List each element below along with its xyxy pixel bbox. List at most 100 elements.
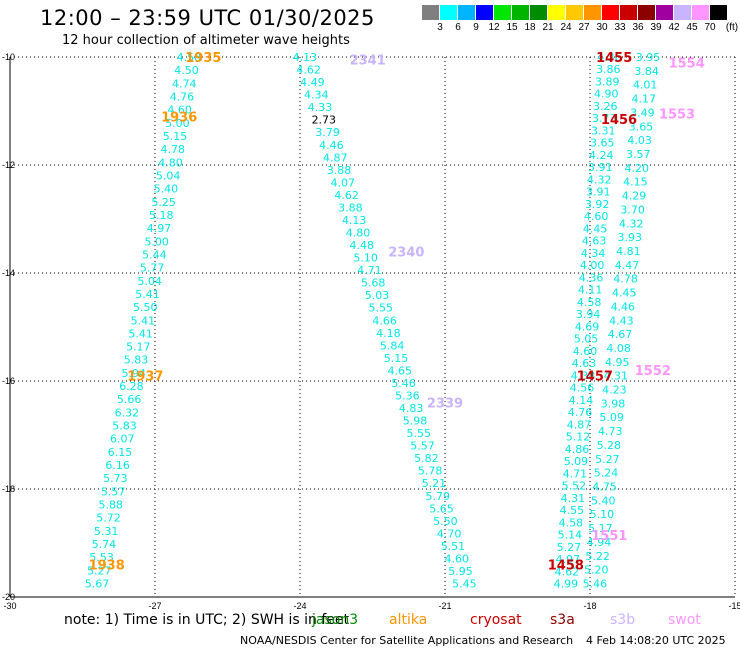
wave-height-point: 4.83: [399, 402, 424, 415]
wave-height-point: 4.45: [612, 287, 637, 300]
wave-height-point: 5.12: [566, 431, 591, 444]
color-scale-swatch: [602, 5, 619, 20]
wave-height-point: 4.87: [567, 418, 592, 431]
wave-height-point: 4.60: [167, 104, 192, 117]
wave-height-point: 5.00: [144, 235, 169, 248]
wave-height-point: 3.79: [315, 126, 340, 139]
wave-height-point: 5.15: [163, 130, 188, 143]
wave-height-point: 5.25: [151, 196, 176, 209]
plot-frame: [9, 57, 735, 598]
wave-height-point: 5.31: [94, 525, 119, 538]
legend-item-cryosat: cryosat: [470, 612, 522, 628]
pass-time-label: 2341: [350, 54, 386, 69]
wave-height-point: 4.63: [582, 235, 607, 248]
color-scale-label: 70: [704, 22, 716, 33]
wave-height-point: 5.04: [156, 169, 181, 182]
wave-height-point: 5.09: [564, 455, 589, 468]
wave-height-point: 4.65: [388, 364, 413, 377]
wave-height-point: 4.01: [633, 79, 658, 92]
wave-height-point: 5.10: [590, 508, 615, 521]
wave-height-point: 4.74: [172, 77, 197, 90]
color-scale-swatch: [458, 5, 475, 20]
wave-height-point: 5.27: [87, 564, 112, 577]
color-scale-label: 27: [578, 22, 590, 33]
wave-height-point: 4.56: [570, 382, 595, 395]
chart-subtitle: 12 hour collection of altimeter wave hei…: [62, 33, 350, 48]
wave-height-point: 5.51: [441, 540, 466, 553]
pass-time-label: 1551: [591, 529, 627, 544]
wave-height-point: 6.16: [105, 459, 130, 472]
wave-height-point: 5.55: [407, 427, 432, 440]
wave-height-point: 5.20: [584, 564, 609, 577]
wave-height-point: 4.95: [605, 356, 630, 369]
wave-height-point: 4.63: [572, 357, 597, 370]
color-scale-swatch: [710, 5, 727, 20]
wave-height-point: 4.75: [592, 481, 617, 494]
wave-height-point: 4.38: [571, 369, 596, 382]
wave-height-point: 4.31: [604, 370, 629, 383]
wave-height-point: 5.83: [124, 354, 149, 367]
wave-height-point: 5.82: [414, 452, 439, 465]
wave-height-point: 3.31: [591, 124, 616, 137]
wave-height-point: 4.29: [622, 190, 647, 203]
y-tick-label: -16: [2, 376, 15, 386]
wave-height-point: 4.45: [583, 222, 608, 235]
wave-height-point: 3.70: [620, 203, 645, 216]
wave-height-point: 5.73: [103, 472, 128, 485]
color-scale-swatch: [476, 5, 493, 20]
wave-height-point: 5.57: [101, 485, 126, 498]
pass-time-label: 1936: [161, 110, 197, 125]
wave-height-point: 5.41: [135, 288, 160, 301]
pass-time-label: 1553: [659, 108, 695, 123]
x-tick-label: -30: [3, 601, 16, 611]
wave-height-point: 3.49: [630, 106, 655, 119]
wave-height-point: 4.71: [563, 467, 588, 480]
wave-height-point: 5.55: [369, 302, 394, 315]
wave-height-point: 3.86: [596, 63, 621, 76]
wave-height-point: 4.71: [357, 264, 382, 277]
wave-height-point: 4.13: [293, 51, 318, 64]
wave-height-point: 2.73: [312, 114, 337, 127]
wave-height-point: 4.60: [573, 345, 598, 358]
wave-height-point: 4.48: [350, 239, 375, 252]
pass-time-label: 1937: [127, 370, 163, 385]
wave-height-point: 5.10: [353, 252, 378, 265]
generation-timestamp: 4 Feb 14:08:20 UTC 2025: [586, 634, 726, 647]
wave-height-point: 5.03: [365, 289, 390, 302]
x-tick-label: -24: [293, 601, 306, 611]
wave-height-point: 4.07: [331, 176, 356, 189]
wave-height-point: 4.20: [625, 162, 650, 175]
wave-height-point: 4.43: [609, 314, 634, 327]
wave-height-point: 4.87: [323, 151, 348, 164]
wave-height-point: 6.15: [108, 446, 133, 459]
wave-height-point: 4.76: [568, 406, 593, 419]
wave-height-point: 4.50: [174, 64, 199, 77]
pass-time-label: 2340: [388, 245, 424, 260]
color-scale-swatch: [512, 5, 529, 20]
wave-height-point: 5.53: [89, 551, 114, 564]
wave-height-point: 3.65: [629, 120, 654, 133]
wave-height-point: 5.50: [133, 301, 158, 314]
wave-height-point: 4.97: [556, 553, 581, 566]
color-scale-label: 21: [542, 22, 554, 33]
pass-time-label: 1935: [185, 51, 221, 66]
legend-item-s3b: s3b: [610, 612, 636, 628]
wave-height-point: 4.58: [559, 516, 584, 529]
wave-height-point: 4.58: [577, 296, 602, 309]
wave-height-point: 5.28: [597, 439, 622, 452]
color-scale-label: 9: [473, 22, 479, 33]
wave-height-point: 4.23: [602, 384, 627, 397]
pass-time-label: 2339: [427, 397, 463, 412]
chart-title: 12:00 – 23:59 UTC 01/30/2025: [40, 6, 375, 30]
wave-height-point: 4.32: [587, 173, 612, 186]
pass-time-label: 1458: [548, 559, 584, 574]
color-scale-label: 18: [524, 22, 536, 33]
wave-height-point: 5.74: [92, 538, 117, 551]
wave-height-point: 4.47: [615, 259, 640, 272]
pass-time-label: 1455: [596, 51, 632, 66]
wave-height-point: 3.65: [590, 137, 615, 150]
wave-height-point: 4.60: [444, 552, 469, 565]
wave-height-point: 4.15: [623, 176, 648, 189]
wave-height-point: 4.36: [597, 51, 622, 64]
wave-height-point: 5.24: [594, 467, 619, 480]
